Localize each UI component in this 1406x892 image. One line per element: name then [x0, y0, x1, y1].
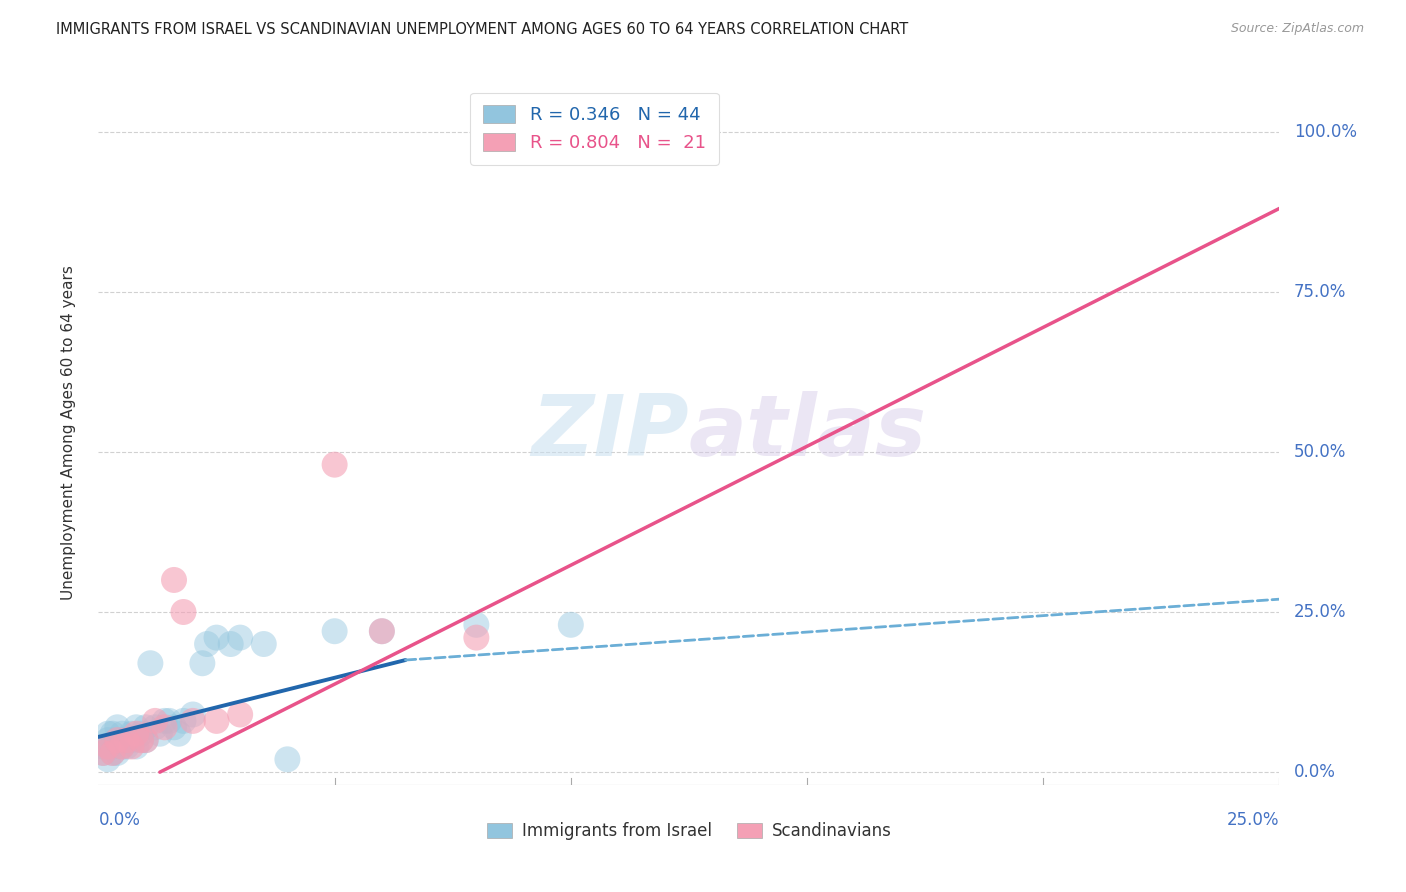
Point: [121, 733, 143, 747]
Point: [172, 714, 194, 728]
Point: [157, 714, 180, 728]
Point: [97, 739, 120, 754]
Point: [129, 733, 152, 747]
Point: [465, 617, 488, 632]
Point: [253, 637, 276, 651]
Point: [105, 746, 128, 760]
Point: [91, 739, 114, 754]
Point: [121, 739, 143, 754]
Point: [111, 733, 134, 747]
Text: Unemployment Among Ages 60 to 64 years: Unemployment Among Ages 60 to 64 years: [62, 265, 76, 600]
Text: IMMIGRANTS FROM ISRAEL VS SCANDINAVIAN UNEMPLOYMENT AMONG AGES 60 TO 64 YEARS CO: IMMIGRANTS FROM ISRAEL VS SCANDINAVIAN U…: [56, 22, 908, 37]
Point: [111, 727, 134, 741]
Point: [323, 624, 346, 639]
Point: [101, 746, 124, 760]
Point: [125, 739, 148, 754]
Point: [167, 727, 190, 741]
Point: [512, 124, 534, 138]
Point: [129, 727, 152, 741]
Point: [105, 720, 128, 734]
Point: [135, 720, 157, 734]
Point: [135, 733, 157, 747]
Point: [229, 707, 252, 722]
Text: 50.0%: 50.0%: [1294, 442, 1346, 461]
Point: [191, 657, 214, 671]
Point: [91, 746, 114, 760]
Text: ZIP: ZIP: [531, 391, 689, 475]
Point: [149, 727, 172, 741]
Point: [115, 733, 138, 747]
Point: [163, 720, 186, 734]
Text: 75.0%: 75.0%: [1294, 283, 1346, 301]
Point: [121, 727, 143, 741]
Point: [205, 631, 228, 645]
Point: [139, 657, 162, 671]
Point: [97, 733, 120, 747]
Legend: Immigrants from Israel, Scandinavians: Immigrants from Israel, Scandinavians: [479, 816, 898, 847]
Point: [153, 720, 176, 734]
Point: [219, 637, 242, 651]
Point: [91, 746, 114, 760]
Point: [135, 733, 157, 747]
Point: [323, 458, 346, 472]
Point: [105, 733, 128, 747]
Point: [111, 739, 134, 754]
Text: 100.0%: 100.0%: [1294, 122, 1357, 141]
Text: 25.0%: 25.0%: [1227, 811, 1279, 829]
Point: [276, 752, 298, 766]
Point: [115, 733, 138, 747]
Point: [101, 739, 124, 754]
Point: [371, 624, 394, 639]
Text: 0.0%: 0.0%: [98, 811, 141, 829]
Point: [143, 714, 166, 728]
Point: [101, 746, 124, 760]
Point: [105, 733, 128, 747]
Point: [560, 617, 582, 632]
Point: [97, 727, 120, 741]
Point: [205, 714, 228, 728]
Point: [172, 605, 194, 619]
Text: Source: ZipAtlas.com: Source: ZipAtlas.com: [1230, 22, 1364, 36]
Point: [129, 733, 152, 747]
Point: [153, 714, 176, 728]
Point: [101, 727, 124, 741]
Text: atlas: atlas: [689, 391, 927, 475]
Point: [229, 631, 252, 645]
Point: [181, 707, 204, 722]
Text: 0.0%: 0.0%: [1294, 764, 1336, 781]
Point: [97, 752, 120, 766]
Point: [465, 631, 488, 645]
Point: [111, 739, 134, 754]
Point: [371, 624, 394, 639]
Point: [181, 714, 204, 728]
Text: 25.0%: 25.0%: [1294, 603, 1346, 621]
Point: [115, 739, 138, 754]
Point: [163, 573, 186, 587]
Point: [143, 720, 166, 734]
Point: [125, 727, 148, 741]
Point: [125, 720, 148, 734]
Point: [195, 637, 218, 651]
